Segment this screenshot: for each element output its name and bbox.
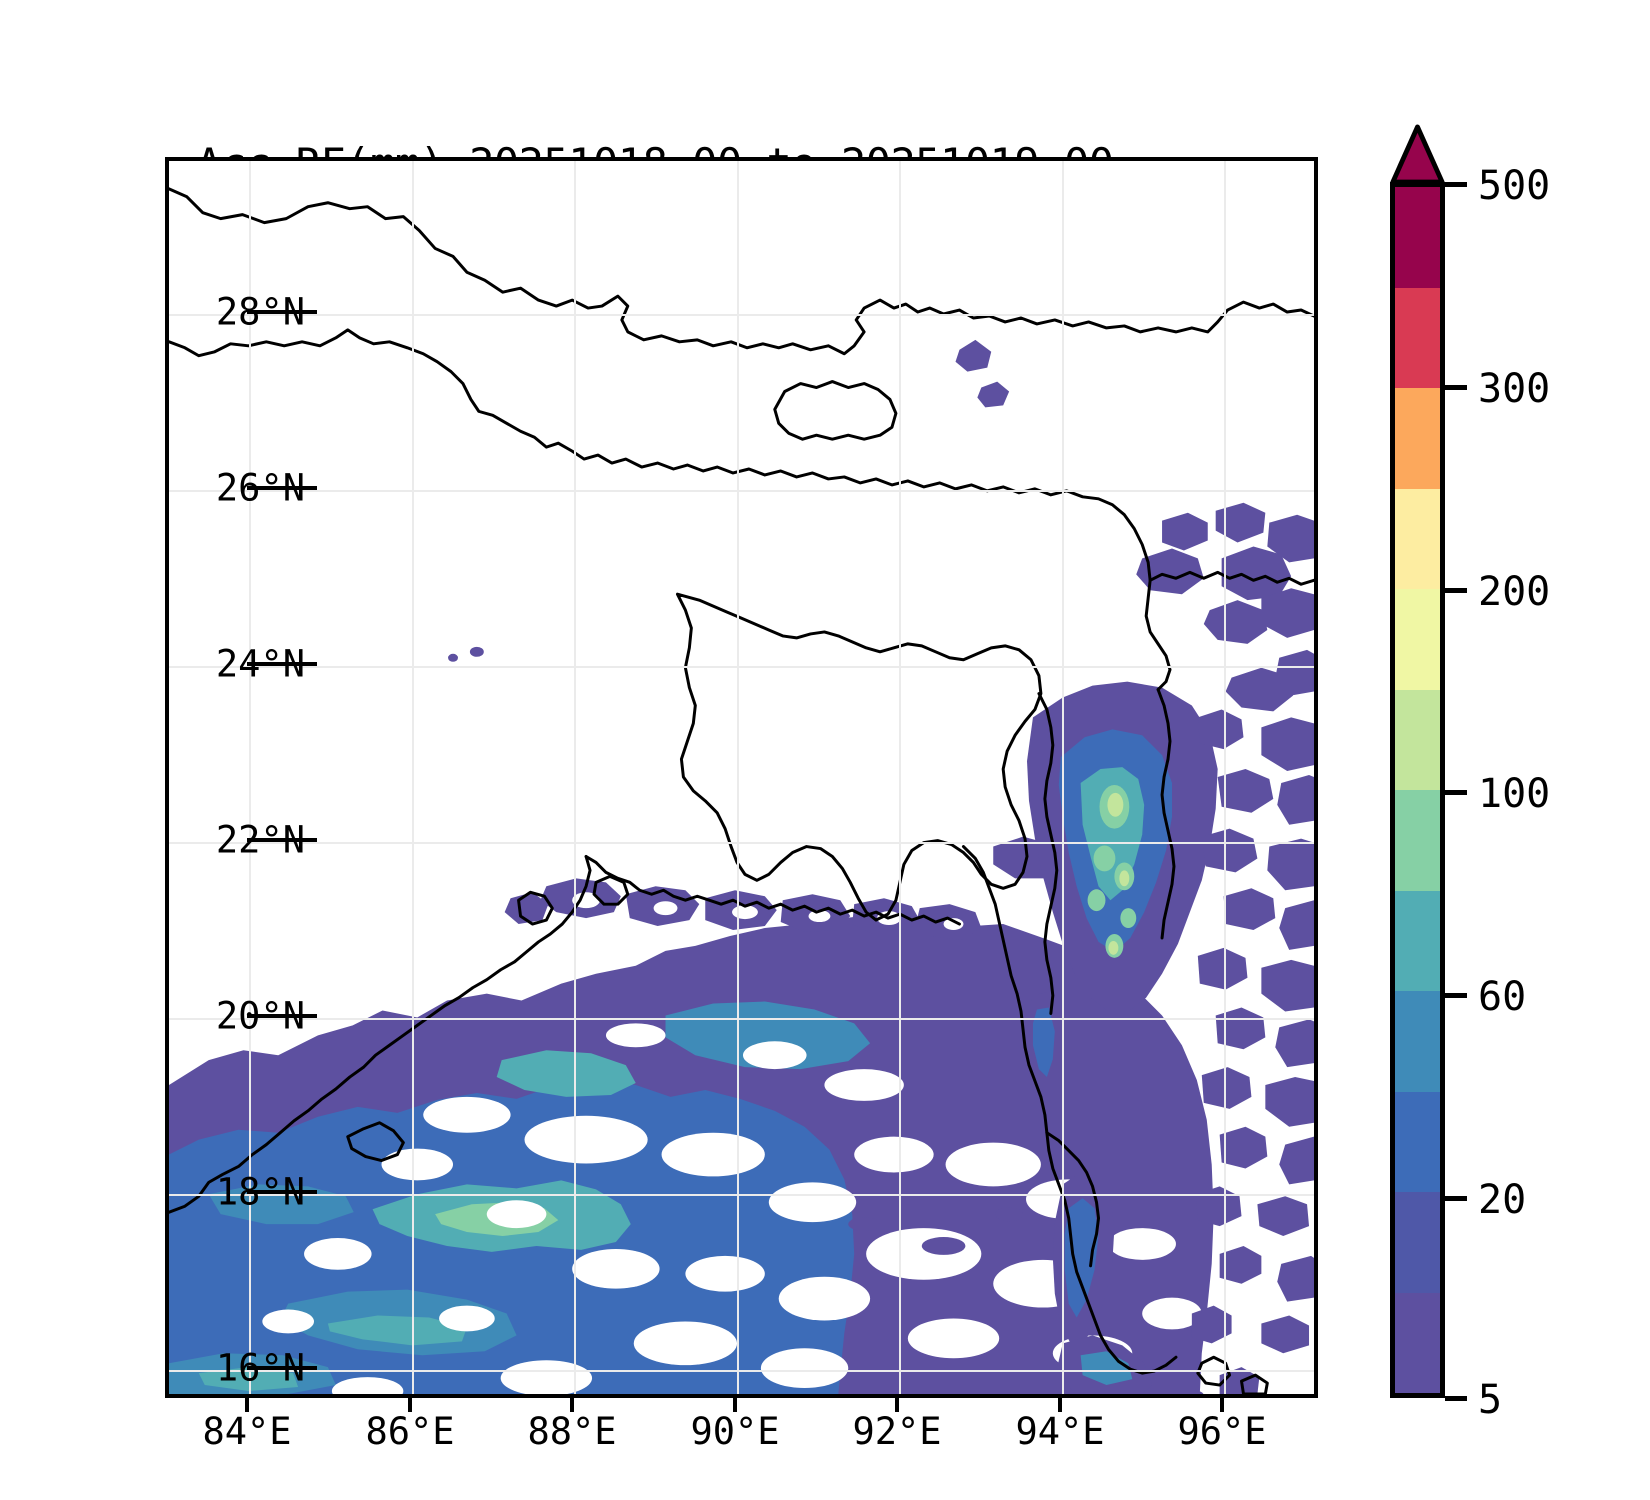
- colorbar-label-60: 60: [1478, 974, 1527, 1020]
- colorbar-extend-max-arrow: [1390, 124, 1445, 184]
- x-tick-mark: [1220, 1398, 1224, 1412]
- y-tick-mark: [247, 838, 317, 842]
- colorbar-tick-200: [1445, 588, 1467, 593]
- colorbar-label-100: 100: [1478, 771, 1551, 817]
- gridline-22N: [169, 842, 1314, 844]
- x-tick-mark: [408, 1398, 412, 1412]
- gridline-86E: [412, 161, 414, 1394]
- rainfall-shapes: [169, 187, 1314, 1394]
- colorbar-tick-500: [1445, 182, 1467, 187]
- x-tick-mark: [895, 1398, 899, 1412]
- gridline-94E: [1062, 161, 1064, 1394]
- colorbar-band-80-100: [1395, 790, 1440, 891]
- y-tick-mark: [247, 662, 317, 666]
- colorbar-band-150-200: [1395, 589, 1440, 690]
- y-axis-label-28N: 28°N: [215, 290, 305, 334]
- y-tick-mark: [247, 1014, 317, 1018]
- colorbar-band-300-400: [1395, 287, 1440, 388]
- colorbar-label-5: 5: [1478, 1377, 1503, 1423]
- x-axis-label-96E: 96°E: [1177, 1410, 1267, 1453]
- colorbar-label-500: 500: [1478, 163, 1551, 209]
- gridline-92E: [899, 161, 901, 1394]
- coastline-and-borders: [169, 187, 1314, 1394]
- y-axis-label-26N: 26°N: [215, 466, 305, 510]
- y-tick-mark: [247, 310, 317, 314]
- gridline-88E: [574, 161, 576, 1394]
- colorbar-band-40-60: [1395, 991, 1440, 1092]
- x-axis-label-90E: 90°E: [690, 1410, 780, 1453]
- colorbar-tick-20: [1445, 1196, 1467, 1201]
- x-tick-mark: [1058, 1398, 1062, 1412]
- colorbar-tick-5: [1445, 1396, 1467, 1401]
- gridline-96E: [1224, 161, 1226, 1394]
- colorbar-band-400-500: [1395, 187, 1440, 288]
- colorbar-bands: [1390, 182, 1445, 1398]
- colorbar-band-10-20: [1395, 1192, 1440, 1293]
- gridline-26N: [169, 490, 1314, 492]
- colorbar[interactable]: [1390, 124, 1445, 1398]
- y-axis-label-20N: 20°N: [215, 994, 305, 1038]
- rainfall-contour-layer: [169, 187, 1314, 1394]
- colorbar-tick-300: [1445, 385, 1467, 390]
- y-axis-label-22N: 22°N: [215, 818, 305, 862]
- colorbar-label-300: 300: [1478, 366, 1551, 412]
- x-axis-label-88E: 88°E: [527, 1410, 617, 1453]
- x-tick-mark: [570, 1398, 574, 1412]
- gridline-24N: [169, 666, 1314, 668]
- gridline-16N: [169, 1370, 1314, 1372]
- gridline-84E: [249, 161, 251, 1394]
- colorbar-band-20-40: [1395, 1091, 1440, 1192]
- gridline-20N: [169, 1018, 1314, 1020]
- colorbar-label-200: 200: [1478, 569, 1551, 615]
- colorbar-tick-60: [1445, 993, 1467, 998]
- gridline-28N: [169, 314, 1314, 316]
- x-axis-label-84E: 84°E: [202, 1410, 292, 1453]
- x-tick-mark: [245, 1398, 249, 1412]
- colorbar-tick-100: [1445, 790, 1467, 795]
- x-axis-label-86E: 86°E: [365, 1410, 455, 1453]
- x-axis-label-94E: 94°E: [1015, 1410, 1105, 1453]
- colorbar-band-100-150: [1395, 689, 1440, 790]
- x-tick-mark: [733, 1398, 737, 1412]
- x-axis-label-92E: 92°E: [852, 1410, 942, 1453]
- map-plot-area[interactable]: [165, 157, 1318, 1398]
- colorbar-label-20: 20: [1478, 1177, 1527, 1223]
- y-axis-label-18N: 18°N: [215, 1170, 305, 1214]
- colorbar-band-250-300: [1395, 388, 1440, 489]
- colorbar-band-5-10: [1395, 1292, 1440, 1393]
- y-axis-label-24N: 24°N: [215, 642, 305, 686]
- y-tick-mark: [247, 1190, 317, 1194]
- gridline-18N: [169, 1194, 1314, 1196]
- y-tick-mark: [247, 486, 317, 490]
- colorbar-band-60-80: [1395, 890, 1440, 991]
- y-tick-mark: [247, 1366, 317, 1370]
- colorbar-band-200-250: [1395, 488, 1440, 589]
- map-canvas: [169, 161, 1314, 1394]
- gridline-90E: [737, 161, 739, 1394]
- y-axis-label-16N: 16°N: [215, 1346, 305, 1390]
